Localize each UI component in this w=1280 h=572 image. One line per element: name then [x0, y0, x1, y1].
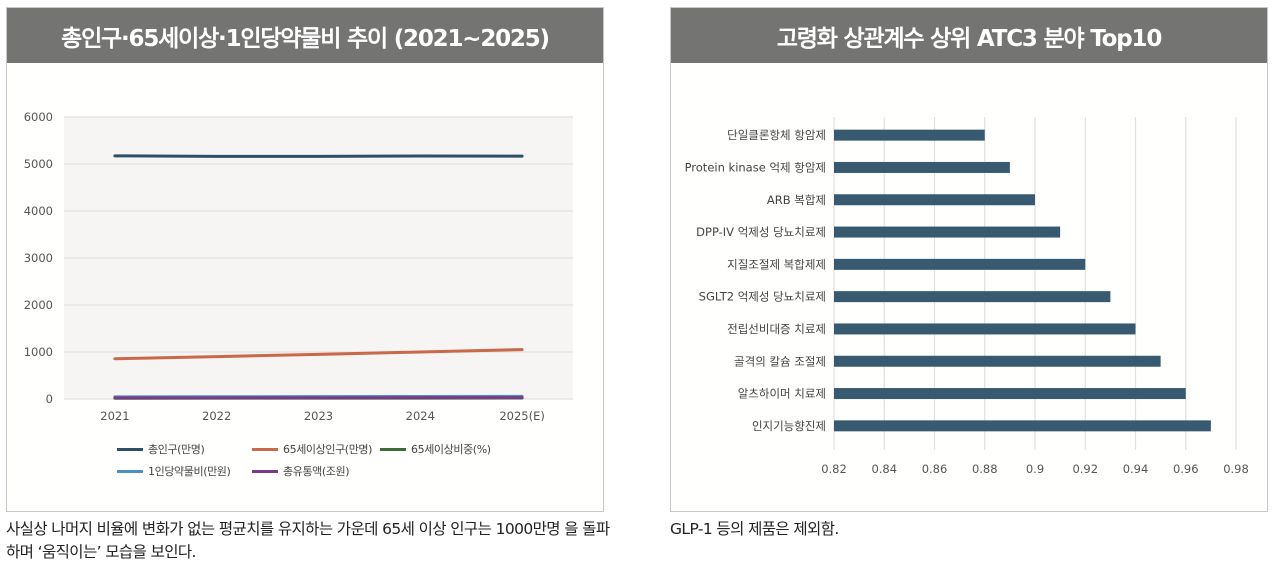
bar [834, 194, 1035, 206]
bar [834, 129, 985, 141]
right-caption: GLP-1 등의 제품은 제외함. [670, 520, 839, 538]
x-tick-label: 2024 [406, 409, 435, 423]
legend-item: 65세이상비중(%) [380, 441, 491, 457]
legend-label: 1인당약물비(만원) [148, 465, 231, 478]
line-chart-panel: 총인구·65세이상·1인당약물비 추이 (2021~2025) 0 1000 200… [6, 7, 604, 512]
x-tick-label: 2022 [202, 409, 231, 423]
legend-swatch [252, 469, 278, 473]
y-tick-label: 4000 [24, 204, 53, 218]
category-label: Protein kinase 억제 항암제 [685, 160, 826, 174]
line-chart-title: 총인구·65세이상·1인당약물비 추이 (2021~2025) [7, 8, 603, 63]
category-label: 지질조절제 복합제제 [727, 257, 826, 271]
x-tick-label: 0.9 [1026, 462, 1044, 476]
bar [834, 226, 1061, 238]
x-tick-label: 0.92 [1072, 462, 1098, 476]
y-tick-label: 6000 [24, 110, 53, 124]
x-tick-label: 0.98 [1223, 462, 1249, 476]
bar-chart-title: 고령화 상관계수 상위 ATC3 분야 Top10 [671, 8, 1267, 63]
bar [834, 291, 1111, 303]
bar [834, 258, 1086, 270]
bar-chart: 단일클론항체 항암제 Protein kinase 억제 항암제 ARB 복합제 DP… [685, 117, 1249, 476]
x-tick-label: 0.86 [922, 462, 948, 476]
category-label: ARB 복합제 [767, 193, 826, 207]
bar [834, 420, 1211, 432]
legend-item: 65세이상인구(만명) [252, 441, 372, 457]
legend-item: 1인당약물비(만원) [117, 463, 231, 479]
legend-label: 65세이상인구(만명) [283, 443, 373, 456]
x-tick-label: 0.88 [972, 462, 998, 476]
legend-item: 총인구(만명) [117, 441, 205, 457]
y-tick-label: 1000 [24, 345, 53, 359]
category-label: 알츠하이머 치료제 [738, 387, 826, 401]
x-tick-label: 0.94 [1123, 462, 1149, 476]
bar [834, 388, 1186, 400]
legend-item: 총유통액(조원) [252, 463, 350, 479]
legend-swatch [117, 469, 143, 473]
x-tick-label: 0.96 [1173, 462, 1199, 476]
category-label: DPP-IV 억제성 당뇨치료제 [696, 225, 826, 239]
category-label: 전립선비대증 치료제 [727, 322, 826, 336]
legend-label: 총유통액(조원) [283, 465, 350, 478]
category-label: 단일클론항체 항암제 [727, 128, 826, 142]
legend-label: 총인구(만명) [148, 443, 205, 456]
x-tick-label: 2021 [100, 409, 129, 423]
y-tick-label: 3000 [24, 251, 53, 265]
x-tick-label: 2023 [304, 409, 333, 423]
y-tick-label: 5000 [24, 157, 53, 171]
x-tick-label: 2025(E) [499, 409, 545, 423]
bar-chart-panel: 고령화 상관계수 상위 ATC3 분야 Top10 단일클론항체 항암제 Prot… [670, 7, 1268, 512]
legend-swatch [380, 447, 406, 451]
line-chart: 0 1000 2000 3000 4000 5000 6000 2021 2022 2023 20… [24, 110, 573, 423]
bar [834, 161, 1010, 173]
x-tick-label: 0.84 [871, 462, 897, 476]
bar [834, 323, 1136, 335]
legend-swatch [117, 447, 143, 451]
category-label: 골격의 칼슘 조절제 [734, 354, 826, 368]
left-caption: 사실상 나머지 비율에 변화가 없는 평균치를 유지하는 가운데 65세 이상 … [6, 520, 610, 561]
y-tick-label: 0 [46, 392, 53, 406]
y-tick-label: 2000 [24, 298, 53, 312]
legend-label: 65세이상비중(%) [411, 443, 491, 456]
x-tick-label: 0.82 [821, 462, 847, 476]
category-label: SGLT2 억제성 당뇨치료제 [699, 290, 826, 304]
bar [834, 355, 1161, 367]
legend-swatch [252, 447, 278, 451]
category-label: 인지기능향진제 [752, 419, 826, 433]
